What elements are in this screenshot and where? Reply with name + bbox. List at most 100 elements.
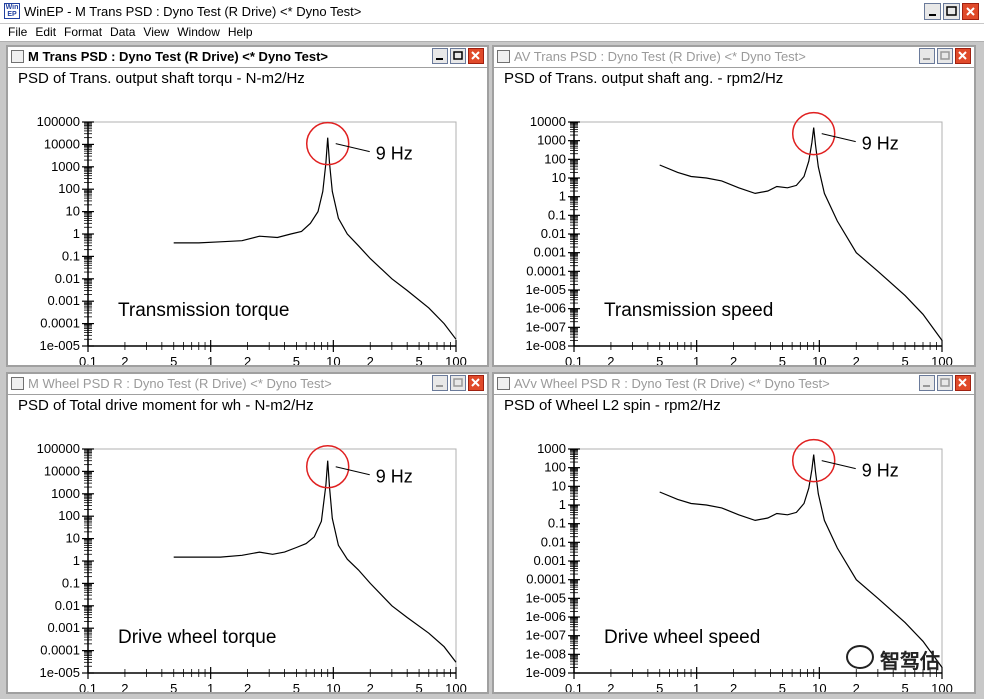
y-tick-label: 0.1: [548, 207, 566, 222]
child-window-title: AVv Wheel PSD R : Dyno Test (R Drive) <*…: [514, 376, 830, 391]
close-button[interactable]: [468, 48, 484, 64]
y-tick-label: 100: [544, 151, 566, 166]
y-tick-label: 0.0001: [526, 263, 566, 278]
child-titlebar[interactable]: M Wheel PSD R : Dyno Test (R Drive) <* D…: [8, 374, 487, 395]
y-tick-label: 1e-008: [526, 338, 566, 353]
menu-data[interactable]: Data: [110, 25, 136, 39]
y-tick-label: 1e-009: [526, 665, 566, 680]
x-tick-label: 1: [207, 354, 214, 365]
menu-view[interactable]: View: [143, 25, 170, 39]
minimize-button[interactable]: [432, 48, 448, 64]
y-tick-label: 0.1: [548, 516, 566, 531]
app-titlebar[interactable]: Win EP WinEP - M Trans PSD : Dyno Test (…: [0, 0, 984, 24]
x-tick-label: 5: [293, 681, 300, 692]
y-tick-label: 1000: [537, 441, 566, 456]
peak-annotation: 9 Hz: [376, 144, 413, 164]
menu-window[interactable]: Window: [177, 25, 220, 39]
plot-area: PSD of Total drive moment for wh - N-m2/…: [8, 395, 487, 692]
close-button[interactable]: [468, 375, 484, 391]
minimize-icon: [436, 58, 443, 60]
y-tick-label: 1e-006: [526, 301, 566, 316]
x-tick-label: 2: [853, 681, 860, 692]
x-tick-label: 5: [170, 681, 177, 692]
close-button[interactable]: [962, 3, 979, 20]
x-tick-label: 100: [445, 681, 467, 692]
menu-file[interactable]: File: [8, 25, 28, 39]
maximize-button[interactable]: [943, 3, 960, 20]
y-tick-label: 1: [73, 553, 80, 568]
minimize-button[interactable]: [919, 375, 935, 391]
child-window-controls: [919, 375, 971, 392]
menu-help[interactable]: Help: [227, 25, 253, 39]
chart-caption: Transmission torque: [118, 300, 289, 321]
chat-bubble-icon: [846, 645, 874, 669]
child-titlebar[interactable]: AVv Wheel PSD R : Dyno Test (R Drive) <*…: [494, 374, 974, 395]
y-tick-label: 100000: [37, 114, 80, 129]
x-tick-label: 5: [901, 354, 908, 365]
y-tick-label: 1e-007: [526, 319, 566, 334]
x-tick-label: 10: [326, 681, 340, 692]
psd-series-line: [659, 454, 943, 668]
y-tick-label: 0.0001: [40, 643, 80, 658]
y-tick-label: 1000: [537, 133, 566, 148]
close-icon: [471, 51, 480, 60]
y-tick-label: 0.01: [55, 271, 80, 286]
x-tick-label: 2: [730, 681, 737, 692]
y-tick-label: 1e-005: [40, 665, 80, 680]
child-window-trans-torque[interactable]: M Trans PSD : Dyno Test (R Drive) <* Dyn…: [6, 45, 489, 367]
maximize-button[interactable]: [937, 375, 953, 391]
chart-caption: Transmission speed: [604, 300, 773, 321]
watermark-text: 智驾估: [880, 651, 940, 673]
y-tick-label: 100: [58, 181, 80, 196]
menu-format[interactable]: Format: [64, 25, 103, 39]
close-button[interactable]: [955, 48, 971, 64]
y-tick-label: 10000: [44, 136, 80, 151]
winep-app-icon[interactable]: Win EP: [4, 3, 20, 19]
minimize-icon: [929, 14, 936, 16]
child-titlebar[interactable]: M Trans PSD : Dyno Test (R Drive) <* Dyn…: [8, 47, 487, 68]
minimize-button[interactable]: [432, 375, 448, 391]
maximize-button[interactable]: [450, 375, 466, 391]
minimize-button[interactable]: [924, 3, 941, 20]
document-icon: [497, 50, 510, 63]
minimize-icon: [923, 58, 930, 60]
plot-title: PSD of Wheel L2 spin - rpm2/Hz: [504, 397, 721, 414]
child-window-title: M Wheel PSD R : Dyno Test (R Drive) <* D…: [28, 376, 332, 391]
annotation-leader-line: [821, 133, 856, 143]
child-window-trans-speed[interactable]: AV Trans PSD : Dyno Test (R Drive) <* Dy…: [492, 45, 976, 367]
menu-edit[interactable]: Edit: [35, 25, 57, 39]
x-tick-label: 0.1: [565, 354, 583, 365]
x-tick-label: 5: [656, 354, 663, 365]
close-button[interactable]: [955, 375, 971, 391]
y-tick-label: 10: [552, 478, 566, 493]
maximize-button[interactable]: [937, 48, 953, 64]
x-tick-label: 2: [121, 354, 128, 365]
x-tick-label: 5: [170, 354, 177, 365]
y-tick-label: 10000: [44, 463, 80, 478]
child-titlebar[interactable]: AV Trans PSD : Dyno Test (R Drive) <* Dy…: [494, 47, 974, 68]
y-tick-label: 0.0001: [40, 316, 80, 331]
document-icon: [11, 377, 24, 390]
maximize-icon: [946, 6, 957, 16]
y-tick-label: 1e-005: [40, 338, 80, 353]
x-tick-label: 1: [693, 354, 700, 365]
chart-caption: Drive wheel torque: [118, 627, 276, 648]
child-window-controls: [432, 375, 484, 392]
maximize-icon: [453, 51, 463, 60]
x-tick-label: 5: [293, 354, 300, 365]
close-icon: [958, 51, 967, 60]
minimize-button[interactable]: [919, 48, 935, 64]
x-tick-label: 100: [931, 681, 953, 692]
x-tick-label: 5: [656, 681, 663, 692]
child-window-wheel-speed[interactable]: AVv Wheel PSD R : Dyno Test (R Drive) <*…: [492, 372, 976, 694]
child-window-controls: [432, 48, 484, 65]
x-tick-label: 10: [812, 354, 826, 365]
y-tick-label: 1e-008: [526, 646, 566, 661]
child-window-wheel-torque[interactable]: M Wheel PSD R : Dyno Test (R Drive) <* D…: [6, 372, 489, 694]
x-tick-label: 2: [607, 354, 614, 365]
maximize-button[interactable]: [450, 48, 466, 64]
x-tick-label: 10: [326, 354, 340, 365]
annotation-leader-line: [821, 460, 856, 470]
y-tick-label: 100: [544, 460, 566, 475]
x-tick-label: 0.1: [79, 354, 97, 365]
